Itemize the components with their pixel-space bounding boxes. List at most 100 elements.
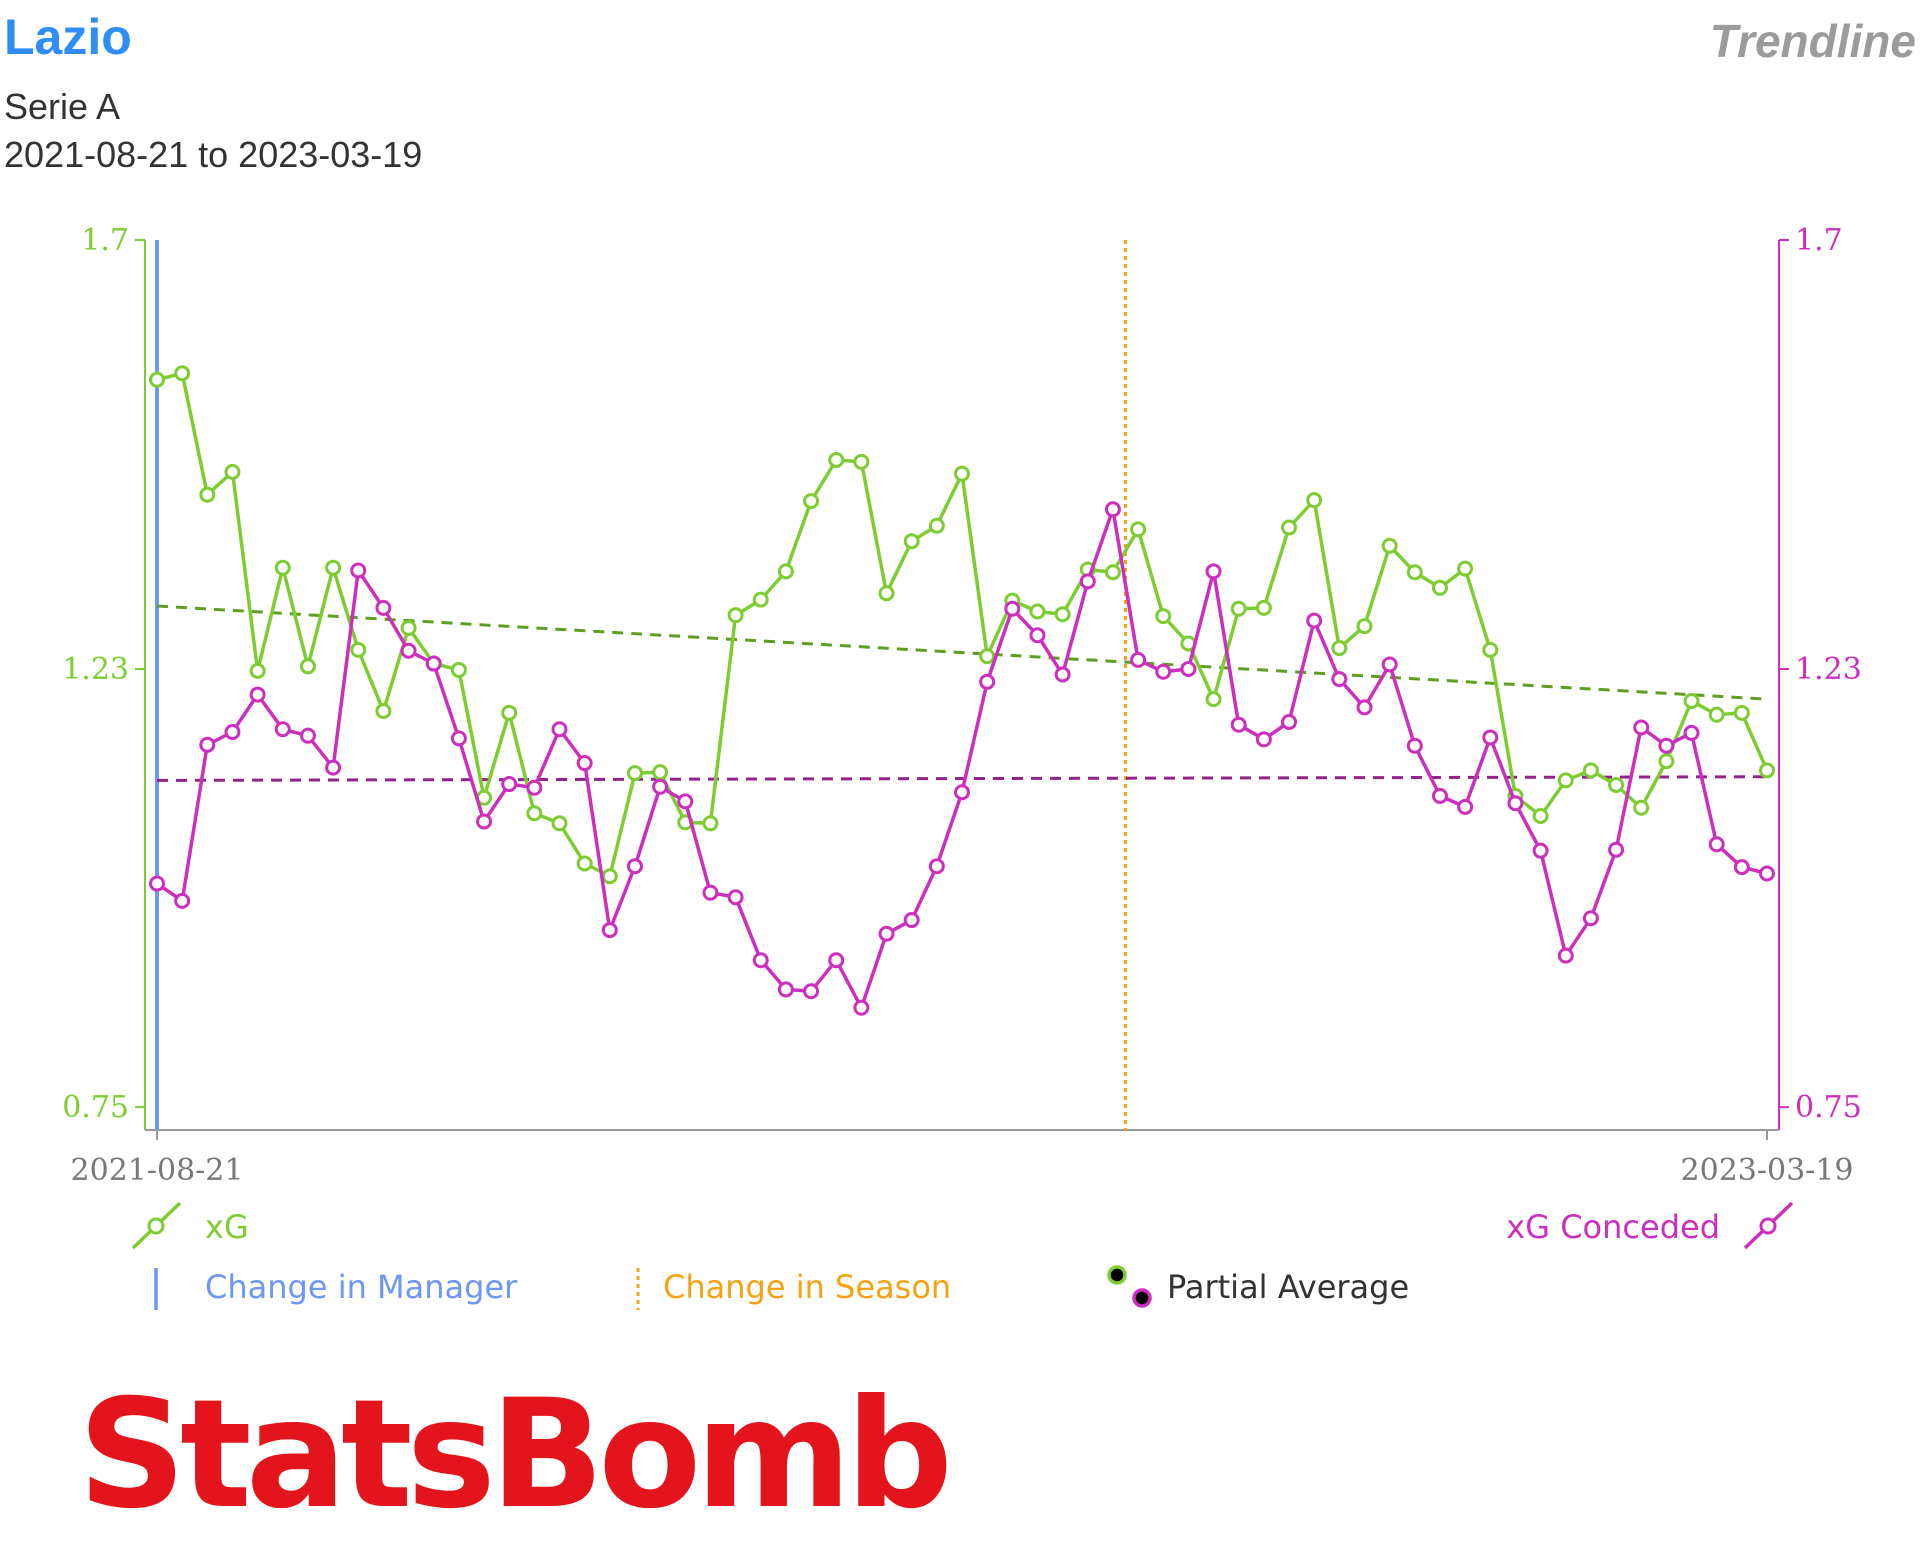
partial-average-legend-symbol-xg-conceded	[1132, 1288, 1152, 1308]
chart-legend: xG xG Conceded Change in Manager Change in …	[131, 1201, 1794, 1310]
x-tick-label-end: 2023-03-19	[1681, 1153, 1854, 1188]
xg-conceded-point	[652, 778, 669, 795]
xg-conceded-point	[576, 755, 593, 772]
xg-conceded-point	[149, 875, 165, 892]
xg-conceded-point	[626, 858, 643, 875]
xg-point	[878, 585, 895, 602]
xg-conceded-point	[1582, 910, 1599, 927]
xg-conceded-point	[1356, 699, 1373, 716]
partial-average-legend-label: Partial Average	[1167, 1268, 1409, 1306]
xg-point	[979, 648, 996, 665]
xg-conceded-point	[1733, 859, 1750, 876]
xg-point	[1331, 640, 1348, 657]
xg-conceded-point	[1532, 842, 1549, 859]
xg-point	[526, 805, 543, 822]
xg-conceded-point	[954, 784, 970, 801]
statsbomb-logo: StatsBomb	[78, 1368, 953, 1542]
xg-point	[803, 493, 820, 510]
xg-point	[1054, 606, 1071, 623]
xg-line	[156, 371, 1769, 878]
xg-point	[1205, 691, 1222, 708]
xg-point	[1230, 600, 1247, 617]
xg-conceded-point	[299, 727, 316, 744]
xg-conceded-point	[928, 858, 945, 875]
xg-conceded-point	[325, 759, 342, 776]
partial-average-legend-symbol-xg	[1107, 1265, 1127, 1285]
xg-conceded-point	[249, 686, 266, 703]
xg-conceded-point	[450, 730, 467, 747]
xg-conceded-point	[224, 724, 241, 741]
chart-axes	[135, 239, 1789, 1140]
xg-point	[1356, 618, 1373, 635]
xg-point	[450, 661, 467, 678]
xg-point	[1683, 692, 1700, 709]
xg-conceded-point	[400, 642, 417, 659]
left-y-tick-label: 1.23	[62, 652, 129, 687]
xg-point	[903, 533, 920, 550]
xg-point	[1255, 599, 1272, 616]
xg-point	[174, 365, 191, 382]
xg-conceded-point	[1054, 666, 1071, 683]
xg-point	[1306, 492, 1323, 509]
xg-legend-label: xG	[205, 1208, 249, 1246]
xg-conceded-point	[1130, 651, 1147, 668]
xg-point	[1532, 807, 1549, 824]
xg-conceded-point	[1104, 501, 1121, 518]
data-series	[149, 365, 1775, 1016]
xg-conceded-point	[1608, 841, 1625, 858]
x-tick-label-start: 2021-08-21	[71, 1153, 244, 1188]
xg-point	[1457, 560, 1474, 577]
xg-point	[1104, 564, 1121, 581]
xg-point	[249, 662, 266, 679]
xg-point	[928, 517, 945, 534]
xg-point	[1708, 706, 1725, 723]
xg-conceded-point	[199, 736, 216, 753]
xg-point	[752, 591, 769, 608]
xg-conceded-point	[1004, 600, 1021, 617]
xg-point	[702, 815, 719, 832]
xg-point	[1658, 753, 1675, 770]
xg-conceded-point	[1431, 787, 1448, 804]
xg-point	[1029, 603, 1046, 620]
xg-point	[1155, 608, 1172, 625]
xg-point	[1406, 564, 1423, 581]
xg-point	[1733, 704, 1750, 721]
event-markers	[155, 240, 1128, 1130]
xg-conceded-point	[1658, 737, 1675, 754]
xg-conceded-average-line	[156, 775, 1768, 782]
xg-conceded-line	[156, 507, 1768, 1010]
xg-point	[954, 465, 970, 482]
xg-conceded-point	[350, 562, 367, 579]
xg-conceded-point	[828, 952, 845, 969]
xg-point	[199, 486, 216, 503]
xg-conceded-point	[174, 892, 191, 909]
xg-conceded-point	[1029, 627, 1046, 644]
xg-point	[1482, 641, 1499, 658]
xg-conceded-point	[1079, 573, 1096, 590]
date-range-label: 2021-08-21 to 2023-03-19	[4, 134, 423, 175]
xg-conceded-point	[501, 776, 518, 793]
xg-conceded-point	[375, 599, 392, 616]
xg-point	[1633, 799, 1650, 816]
left-y-tick-label: 0.75	[62, 1090, 129, 1125]
xg-point	[149, 371, 165, 388]
xg-conceded-legend-symbol-point	[1759, 1217, 1777, 1235]
trendline-chart: 0.75 1.23 1.7 0.75 1.23 1.7 2021-08-21 2023-03-…	[62, 223, 1862, 1310]
xg-conceded-point	[878, 925, 895, 942]
xg-trend-line	[156, 604, 1768, 701]
xg-point	[1759, 762, 1775, 779]
xg-conceded-point	[1230, 716, 1247, 733]
xg-conceded-point	[1205, 563, 1222, 580]
xg-conceded-point	[1457, 798, 1474, 815]
xg-conceded-point	[803, 983, 820, 1000]
xg-legend-symbol-point	[147, 1217, 165, 1235]
xg-conceded-point	[1306, 612, 1323, 629]
xg-conceded-point	[1381, 656, 1398, 673]
xg-conceded-point	[979, 673, 996, 690]
xg-point	[1557, 772, 1574, 789]
xg-conceded-point	[425, 655, 442, 672]
team-title: Lazio	[4, 9, 132, 65]
right-y-tick-label: 0.75	[1795, 1090, 1862, 1125]
xg-point	[325, 559, 342, 576]
manager-change-legend-label: Change in Manager	[205, 1268, 518, 1306]
